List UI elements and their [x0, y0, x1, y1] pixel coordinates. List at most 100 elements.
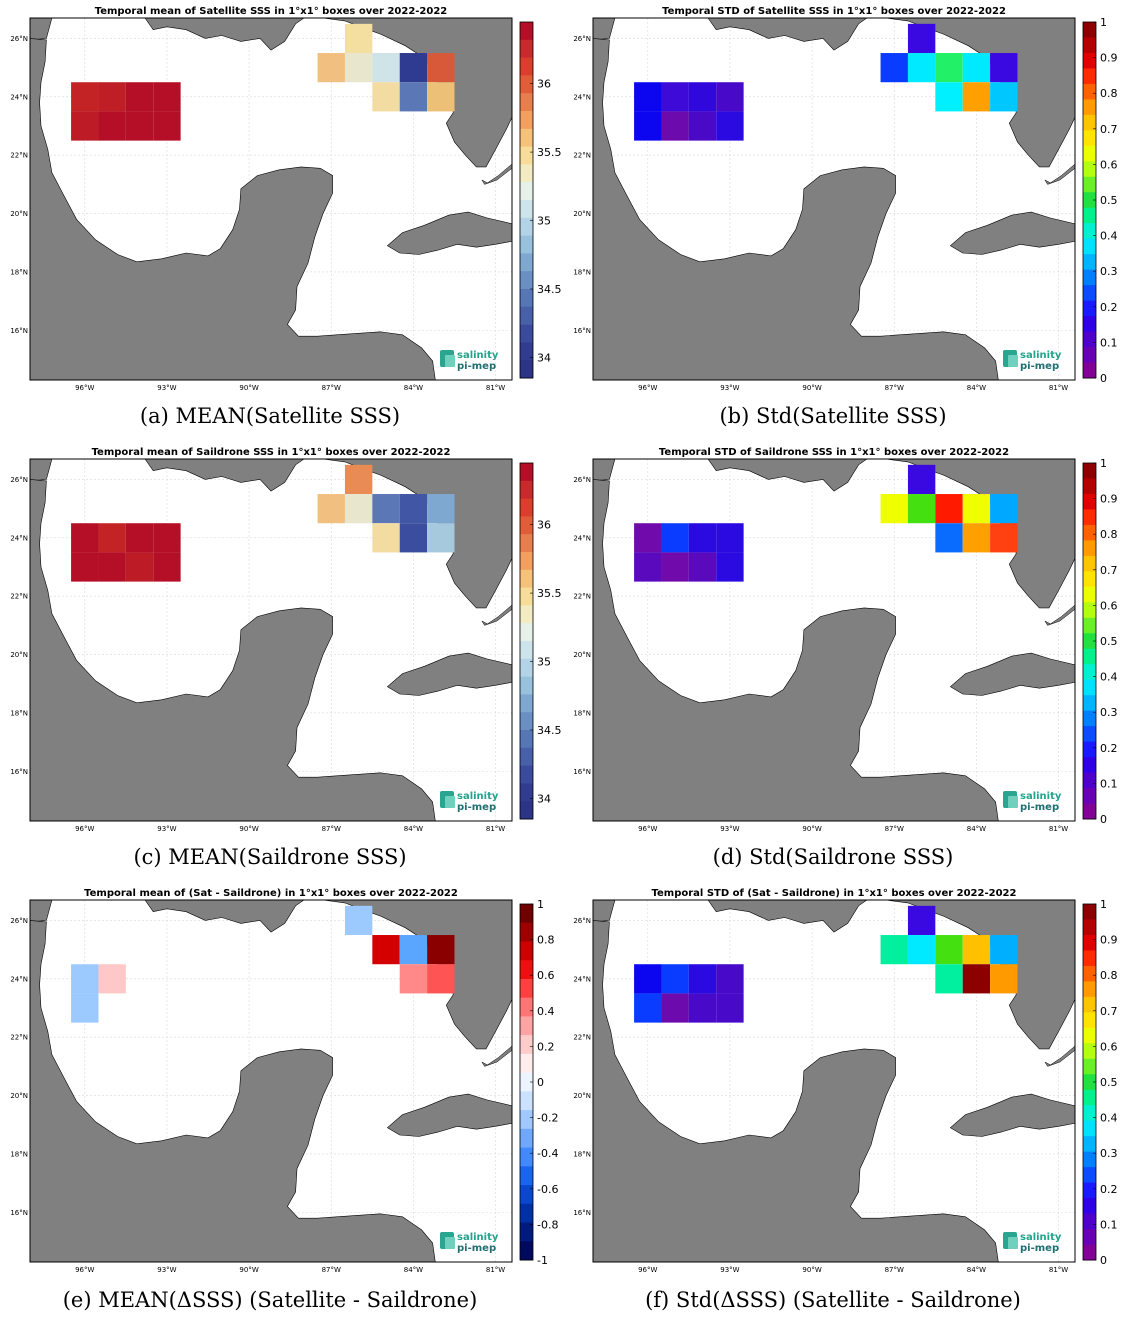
colorbar-segment [1083, 1105, 1096, 1122]
lon-tick-label: 93°W [157, 825, 176, 833]
lat-tick-label: 20°N [10, 210, 28, 218]
data-cell-2 [71, 993, 99, 1023]
colorbar-segment [1083, 950, 1096, 967]
colorbar-segment [520, 676, 533, 695]
colorbar-tick-label: 0.1 [1100, 336, 1118, 349]
land-mexico [29, 920, 436, 1263]
colorbar-segment [1083, 710, 1096, 727]
colorbar-segment [1083, 37, 1096, 54]
logo-mark-inner-icon [445, 796, 455, 808]
colorbar-segment [520, 623, 533, 642]
data-cell-6 [688, 111, 717, 141]
colorbar-segment [1083, 1198, 1096, 1215]
lon-tick-label: 93°W [720, 1266, 739, 1274]
colorbar-segment [520, 146, 533, 165]
colorbar-tick-label: 0.5 [1100, 635, 1118, 648]
colorbar-segment [1083, 1089, 1096, 1106]
data-cell-15 [962, 964, 991, 994]
colorbar-segment [520, 1147, 533, 1167]
data-cell-5 [399, 935, 428, 965]
lat-tick-label: 20°N [10, 651, 28, 659]
data-cell-7 [399, 964, 428, 994]
colorbar-segment [1083, 114, 1096, 131]
colorbar-segment [1083, 904, 1096, 920]
colorbar-tick-label: 0.2 [1100, 1183, 1118, 1196]
map-group: 96°W 93°W 90°W 87°W 84°W 81°W 26°N 24°N 22°N 20°N… [573, 888, 1117, 1274]
colorbar-segment [1083, 695, 1096, 712]
colorbar-segment [520, 552, 533, 571]
colorbar-segment [520, 1072, 533, 1092]
lon-tick-label: 84°W [404, 1266, 423, 1274]
lat-tick-label: 24°N [573, 975, 591, 983]
lon-tick-label: 87°W [885, 1266, 904, 1274]
colorbar-segment [520, 164, 533, 183]
colorbar-segment [520, 978, 533, 999]
colorbar-segment [1083, 300, 1096, 317]
data-cell-9 [880, 53, 908, 83]
data-cell-5 [98, 111, 126, 141]
map-title: Temporal mean of Saildrone SSS in 1°x1° … [92, 447, 451, 458]
data-cell-10 [907, 935, 936, 965]
map-frame [29, 899, 513, 1263]
data-cell-0 [634, 964, 662, 994]
colorbar-tick-label: 0.3 [1100, 706, 1118, 719]
colorbar-tick-label: 0.1 [1100, 777, 1118, 790]
lon-tick-label: 87°W [322, 1266, 341, 1274]
lat-tick-label: 20°N [573, 210, 591, 218]
lon-tick-label: 96°W [75, 825, 94, 833]
data-cell-0 [634, 82, 662, 112]
map-frame [29, 17, 513, 381]
data-cell-7 [716, 993, 744, 1023]
lat-tick-label: 16°N [10, 327, 28, 335]
colorbar-tick-label: -1 [537, 1254, 548, 1267]
colorbar-segment [1083, 934, 1096, 951]
data-cell-14 [935, 82, 963, 112]
lon-tick-label: 93°W [157, 1266, 176, 1274]
data-cell-4 [634, 993, 662, 1023]
data-cell-13 [427, 494, 455, 524]
colorbar-tick-label: -0.8 [537, 1218, 558, 1231]
colorbar-segment [1083, 68, 1096, 85]
data-cell-12 [399, 494, 428, 524]
logo-text-line1: salinity [1020, 350, 1062, 361]
colorbar-tick-label: 36 [537, 519, 551, 532]
land-usa [592, 458, 1076, 609]
colorbar-segment [1083, 269, 1096, 286]
lat-tick-label: 18°N [573, 1150, 591, 1158]
data-cell-0 [71, 964, 99, 994]
lon-tick-label: 87°W [885, 384, 904, 392]
map-svg-c: 96°W 93°W 90°W 87°W 84°W 81°W 26°N 24°N 22°N 20°N… [10, 447, 562, 833]
colorbar-segment [520, 324, 533, 343]
data-cell-16 [990, 523, 1018, 553]
colorbar-segment [1083, 145, 1096, 162]
data-cell-9 [880, 494, 908, 524]
colorbar-tick-label: 0.4 [537, 1005, 555, 1018]
lon-tick-label: 81°W [486, 825, 505, 833]
lat-tick-label: 16°N [10, 768, 28, 776]
colorbar-segment [1083, 633, 1096, 650]
panel-b: 96°W 93°W 90°W 87°W 84°W 81°W 26°N 24°N 22°N 20°N… [563, 0, 1126, 441]
colorbar-segment [1083, 664, 1096, 681]
colorbar-segment [1083, 238, 1096, 255]
colorbar-segment [520, 1185, 533, 1205]
lon-tick-label: 84°W [967, 825, 986, 833]
colorbar-segment [1083, 555, 1096, 572]
data-cell-6 [688, 993, 717, 1023]
colorbar-segment [1083, 571, 1096, 588]
data-cell-13 [990, 53, 1018, 83]
lon-tick-label: 96°W [75, 384, 94, 392]
colorbar-tick-label: 0.9 [1100, 52, 1118, 65]
data-cell-2 [125, 82, 154, 112]
colorbar-segment [1083, 316, 1096, 333]
logo-text-line2: pi-mep [1020, 361, 1059, 372]
colorbar-segment [1083, 741, 1096, 758]
map-frame [592, 458, 1076, 822]
lat-tick-label: 26°N [573, 35, 591, 43]
colorbar-segment [1083, 22, 1096, 38]
colorbar-tick-label: 0 [1100, 813, 1107, 826]
colorbar-tick-label: 1 [537, 898, 544, 911]
colorbar-segment [1083, 347, 1096, 364]
colorbar-tick-label: 35.5 [537, 587, 562, 600]
data-cell-12 [962, 935, 991, 965]
logo-mark-inner-icon [1008, 355, 1018, 367]
